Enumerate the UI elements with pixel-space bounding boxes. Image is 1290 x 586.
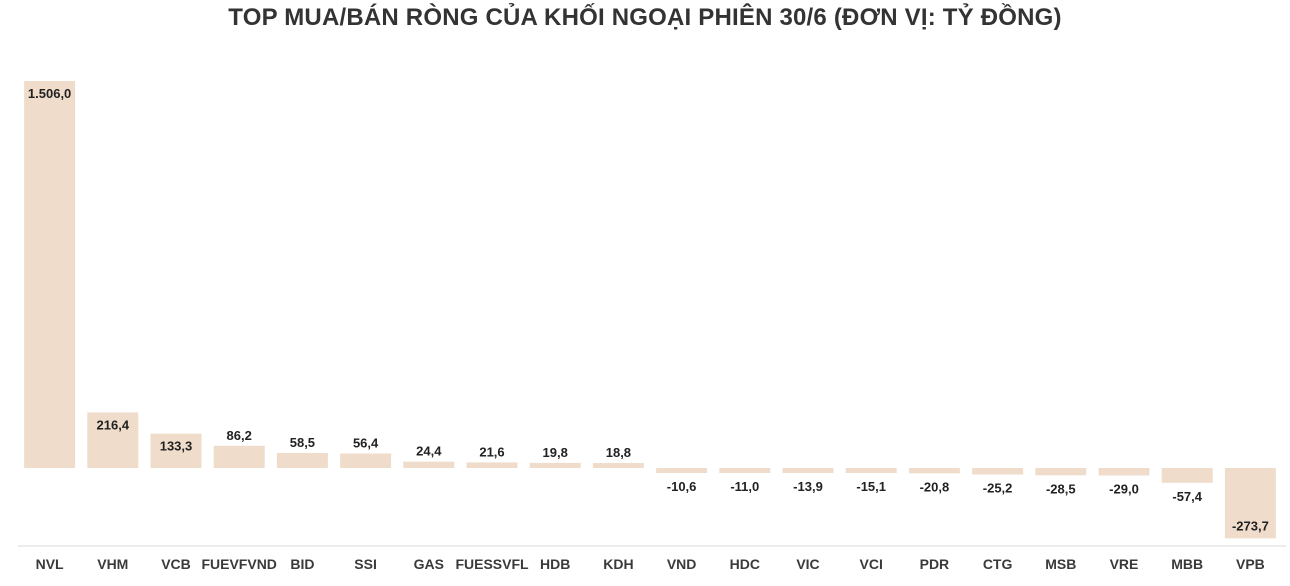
bar-vnd: [656, 468, 708, 473]
x-tick-fuevfvnd: FUEVFVND: [201, 556, 276, 572]
x-tick-vpb: VPB: [1236, 556, 1265, 572]
x-tick-vhm: VHM: [97, 556, 128, 572]
data-label-nvl: 1.506,0: [28, 86, 71, 101]
data-label-vre: -29,0: [1109, 482, 1139, 497]
x-tick-hdb: HDB: [540, 556, 570, 572]
bar-vre: [1098, 468, 1150, 476]
bar-gas: [403, 461, 455, 468]
x-tick-nvl: NVL: [36, 556, 64, 572]
x-tick-vci: VCI: [860, 556, 883, 572]
bar-nvl: [24, 81, 76, 468]
data-label-msb: -28,5: [1046, 481, 1076, 496]
data-label-bid: 58,5: [290, 435, 315, 450]
x-tick-pdr: PDR: [920, 556, 950, 572]
bar-vcb: [150, 433, 202, 468]
data-label-fuevfvnd: 86,2: [227, 428, 252, 443]
x-tick-fuessvfl: FUESSVFL: [455, 556, 529, 572]
x-tick-ctg: CTG: [983, 556, 1013, 572]
x-tick-ssi: SSI: [354, 556, 377, 572]
bar-ssi: [340, 453, 392, 468]
data-label-mbb: -57,4: [1172, 489, 1202, 504]
data-label-vpb: -273,7: [1232, 518, 1269, 533]
data-label-vnd: -10,6: [667, 479, 697, 494]
bar-vci: [845, 468, 897, 473]
bar-fuevfvnd: [213, 445, 265, 468]
bar-bid: [276, 453, 328, 468]
x-tick-gas: GAS: [414, 556, 444, 572]
data-label-gas: 24,4: [416, 444, 442, 459]
bar-mbb: [1161, 468, 1213, 483]
bar-msb: [1035, 468, 1087, 476]
data-labels-layer: 1.506,0 216,4 133,3 86,2 58,5 56,4 24,4 21,6 19,…: [28, 86, 1269, 533]
x-tick-msb: MSB: [1045, 556, 1076, 572]
data-label-hdc: -11,0: [730, 479, 759, 494]
data-label-vic: -13,9: [793, 479, 823, 494]
x-tick-bid: BID: [290, 556, 314, 572]
bar-vhm: [87, 412, 139, 468]
x-tick-vcb: VCB: [161, 556, 191, 572]
data-label-ctg: -25,2: [983, 481, 1013, 496]
data-label-pdr: -20,8: [920, 479, 950, 494]
x-tick-hdc: HDC: [730, 556, 760, 572]
bar-vpb: [1224, 468, 1276, 539]
data-label-vcb: 133,3: [160, 439, 193, 454]
bar-kdh: [592, 463, 644, 468]
x-tick-labels-layer: NVL VHM VCB FUEVFVND BID SSI GAS FUESSVFL HDB KDH…: [36, 556, 1265, 572]
data-label-vhm: 216,4: [97, 417, 130, 432]
data-label-kdh: 18,8: [606, 445, 631, 460]
bar-hdb: [529, 462, 581, 468]
bars-layer: [24, 81, 1276, 539]
x-tick-kdh: KDH: [603, 556, 633, 572]
bar-vic: [782, 468, 834, 473]
bar-pdr: [908, 468, 960, 474]
data-label-vci: -15,1: [856, 479, 886, 494]
x-tick-mbb: MBB: [1171, 556, 1203, 572]
data-label-hdb: 19,8: [543, 445, 568, 460]
chart-title: TOP MUA/BÁN RÒNG CỦA KHỐI NGOẠI PHIÊN 30…: [228, 4, 1062, 31]
bar-hdc: [719, 468, 771, 473]
x-tick-vre: VRE: [1110, 556, 1139, 572]
x-tick-vic: VIC: [796, 556, 819, 572]
bar-fuessvfl: [466, 462, 518, 468]
bar-ctg: [972, 468, 1024, 475]
data-label-fuessvfl: 21,6: [479, 444, 504, 459]
x-tick-vnd: VND: [667, 556, 697, 572]
data-label-ssi: 56,4: [353, 436, 379, 451]
